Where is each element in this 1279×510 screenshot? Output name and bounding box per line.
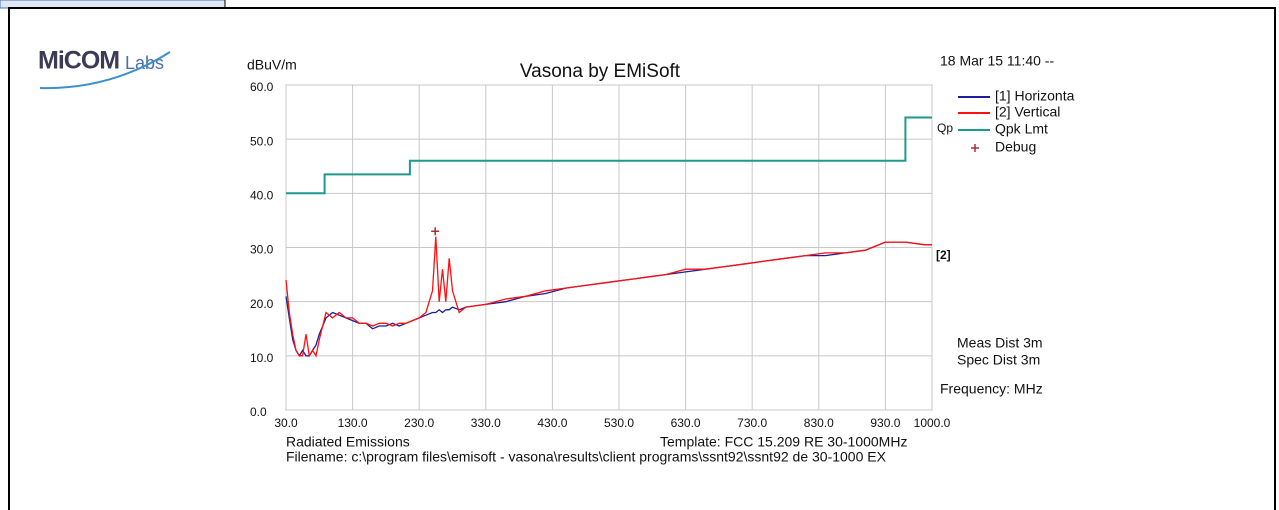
x-tick-label: 430.0 xyxy=(537,416,567,430)
debug-marker xyxy=(431,227,440,236)
y-tick-label: 30.0 xyxy=(250,243,274,257)
logo-suffix: Labs xyxy=(125,53,164,73)
timestamp: 18 Mar 15 11:40 -- xyxy=(940,53,1054,69)
trace-tag: [2] xyxy=(936,248,951,262)
x-tick-label: 130.0 xyxy=(338,416,368,430)
logo-swoosh xyxy=(39,51,171,90)
x-tick-label: 730.0 xyxy=(737,416,767,430)
y-tick-label: 40.0 xyxy=(250,189,274,203)
annotation: Meas Dist 3m xyxy=(957,335,1043,351)
x-tick-label: 830.0 xyxy=(804,416,834,430)
x-tick-label: 330.0 xyxy=(471,416,501,430)
y-axis-label: dBuV/m xyxy=(247,57,297,73)
series-line xyxy=(286,116,932,195)
chart: Vasona by EMiSoft dBuV/m 18 Mar 15 11:40… xyxy=(247,53,1075,465)
legend-label: Qpk Lmt xyxy=(995,121,1048,137)
frame xyxy=(8,7,1276,510)
legend-label: [1] Horizonta xyxy=(995,88,1075,104)
y-tick-label: 50.0 xyxy=(250,134,274,148)
legend-label: [2] Vertical xyxy=(995,104,1060,120)
y-tick-label: 0.0 xyxy=(250,405,267,419)
annotation: Template: FCC 15.209 RE 30-1000MHz xyxy=(660,434,907,450)
legend-marker xyxy=(971,144,979,152)
x-tick-label: 1000.0 xyxy=(914,416,951,430)
logo-main: MiCOM xyxy=(38,47,119,75)
x-axis-label: Frequency: MHz xyxy=(940,381,1043,397)
x-tick-label: 530.0 xyxy=(604,416,634,430)
y-tick-label: 60.0 xyxy=(250,80,274,94)
limit-tag: Qp xyxy=(937,121,953,135)
annotation: Filename: c:\program files\emisoft - vas… xyxy=(286,449,887,465)
series-line xyxy=(285,236,932,358)
x-tick-label: 230.0 xyxy=(404,416,434,430)
y-tick-label: 10.0 xyxy=(250,351,274,365)
x-tick-label: 630.0 xyxy=(671,416,701,430)
annotation: Spec Dist 3m xyxy=(957,352,1040,368)
legend-label: Debug xyxy=(995,139,1036,155)
chart-title: Vasona by EMiSoft xyxy=(520,61,681,82)
annotation: Radiated Emissions xyxy=(286,434,410,450)
x-tick-label: 30.0 xyxy=(274,416,298,430)
x-tick-label: 930.0 xyxy=(870,416,900,430)
tab xyxy=(0,0,226,9)
y-tick-label: 20.0 xyxy=(250,297,274,311)
